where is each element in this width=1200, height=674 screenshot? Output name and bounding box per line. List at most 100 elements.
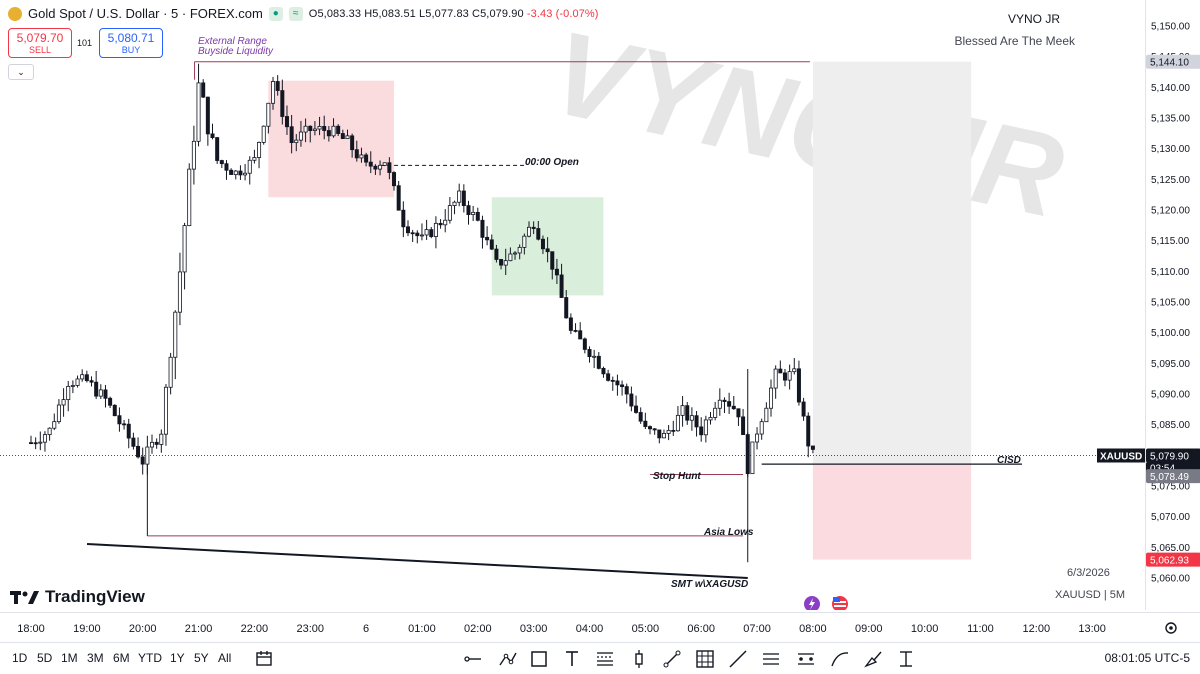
candle xyxy=(540,235,545,255)
timeframe-ytd[interactable]: YTD xyxy=(138,651,162,665)
price-tag-target: 5,062.93 xyxy=(1146,552,1200,567)
candle xyxy=(368,151,373,174)
candle xyxy=(159,429,164,453)
rectangle-tool-icon[interactable] xyxy=(528,648,550,670)
timeframe-6m[interactable]: 6M xyxy=(113,651,130,665)
smt-divergence-line[interactable] xyxy=(86,543,748,579)
candle xyxy=(219,159,224,168)
candle xyxy=(717,388,722,416)
lightning-icon[interactable] xyxy=(804,596,820,610)
buy-button[interactable]: 5,080.71 BUY xyxy=(99,28,163,58)
candle xyxy=(475,207,480,222)
candle xyxy=(173,310,178,380)
clock-readout[interactable]: 08:01:05 UTC-5 xyxy=(1104,651,1190,665)
brush-tool-icon[interactable] xyxy=(862,648,884,670)
timeframe-1y[interactable]: 1Y xyxy=(170,651,185,665)
symbol-title[interactable]: Gold Spot / U.S. Dollar · 5 · FOREX.com xyxy=(28,6,263,21)
timeframe-3m[interactable]: 3M xyxy=(87,651,104,665)
date-range-icon[interactable] xyxy=(253,648,275,670)
timeframe-1m[interactable]: 1M xyxy=(61,651,78,665)
candle xyxy=(722,397,727,414)
candle xyxy=(661,429,666,439)
chart-area[interactable]: VYNO JR External Range Buyside Liquidity… xyxy=(0,0,1145,610)
settings-gear-icon[interactable] xyxy=(1165,622,1177,634)
time-tick-label: 22:00 xyxy=(241,623,269,635)
measure-tool-icon[interactable] xyxy=(895,648,917,670)
candle xyxy=(536,221,541,241)
time-tick-label: 21:00 xyxy=(185,623,213,635)
candle xyxy=(745,432,750,478)
time-axis[interactable]: 18:00 19:00 20:00 21:00 22:00 23:00 6 01:00 02:0… xyxy=(0,612,1200,642)
text-tool-icon[interactable] xyxy=(561,648,583,670)
candle xyxy=(671,420,676,436)
candle xyxy=(587,346,592,363)
time-tick-label: 06:00 xyxy=(687,623,715,635)
price-tag-top: 5,144.10 xyxy=(1146,54,1200,69)
candle xyxy=(568,313,573,335)
symbol-timeframe: XAUUSD | 5M xyxy=(1055,589,1126,601)
candle xyxy=(592,349,597,369)
price-axis[interactable]: 5,060.005,065.005,070.005,075.005,080.00… xyxy=(1145,0,1200,610)
grid-tool-icon[interactable] xyxy=(694,648,716,670)
svg-text:03:54: 03:54 xyxy=(1150,463,1175,474)
timeframe-all[interactable]: All xyxy=(218,651,232,665)
chart-canvas[interactable]: VYNO JR External Range Buyside Liquidity… xyxy=(0,0,1145,610)
candle xyxy=(782,368,787,387)
price-range-icon[interactable] xyxy=(795,648,817,670)
candle xyxy=(252,149,257,164)
candle xyxy=(755,427,760,450)
ray-tool-icon[interactable] xyxy=(727,648,749,670)
candle xyxy=(122,419,127,430)
candle xyxy=(741,408,746,435)
candle xyxy=(624,383,629,404)
candle xyxy=(634,395,639,414)
candle xyxy=(596,352,601,370)
fib-retracement-icon[interactable] xyxy=(594,648,616,670)
chevron-down-icon[interactable]: ⌄ xyxy=(8,64,34,80)
gold-coin-icon xyxy=(8,6,22,21)
sell-button[interactable]: 5,079.70 SELL xyxy=(8,28,72,58)
candle xyxy=(284,105,289,135)
candle xyxy=(685,401,690,425)
price-tick-label: 5,150.00 xyxy=(1151,22,1190,33)
author-tagline: Blessed Are The Meek xyxy=(954,34,1075,48)
premium-zone[interactable] xyxy=(268,80,395,198)
short-position-stop-zone[interactable] xyxy=(812,61,972,465)
arc-tool-icon[interactable] xyxy=(829,648,851,670)
candle xyxy=(810,445,815,454)
candle xyxy=(648,425,653,435)
path-icon[interactable] xyxy=(497,648,519,670)
candle xyxy=(429,227,434,239)
candle xyxy=(373,164,378,176)
market-open-icon: ● xyxy=(268,6,283,21)
candle xyxy=(298,120,303,147)
candle xyxy=(387,157,392,180)
tradingview-logo[interactable]: TradingView xyxy=(10,587,145,607)
price-tick-label: 5,135.00 xyxy=(1151,114,1190,125)
candle xyxy=(163,384,168,446)
candle xyxy=(433,216,438,249)
candle xyxy=(80,369,85,382)
us-flag-icon[interactable] xyxy=(832,596,848,610)
spread-value: 101 xyxy=(77,38,93,48)
timeframe-1d[interactable]: 1D xyxy=(12,651,28,665)
timeframe-5y[interactable]: 5Y xyxy=(194,651,209,665)
candle xyxy=(326,126,331,142)
candle xyxy=(513,251,518,260)
short-position-target-zone[interactable] xyxy=(812,464,972,560)
price-tick-label: 5,140.00 xyxy=(1151,83,1190,94)
trend-line-icon[interactable] xyxy=(661,648,683,670)
timeframe-5d[interactable]: 5D xyxy=(37,651,53,665)
candle xyxy=(257,141,262,169)
time-tick-label: 08:00 xyxy=(799,623,827,635)
candle xyxy=(689,407,694,431)
candle xyxy=(466,200,471,225)
candle xyxy=(801,397,806,421)
time-tick-label: 07:00 xyxy=(743,623,771,635)
parallel-channel-icon[interactable] xyxy=(760,648,782,670)
candle xyxy=(275,75,280,96)
candle xyxy=(280,79,285,125)
candle-tool-icon[interactable] xyxy=(628,648,650,670)
candle xyxy=(224,160,229,180)
horizontal-ray-icon[interactable] xyxy=(461,648,483,670)
